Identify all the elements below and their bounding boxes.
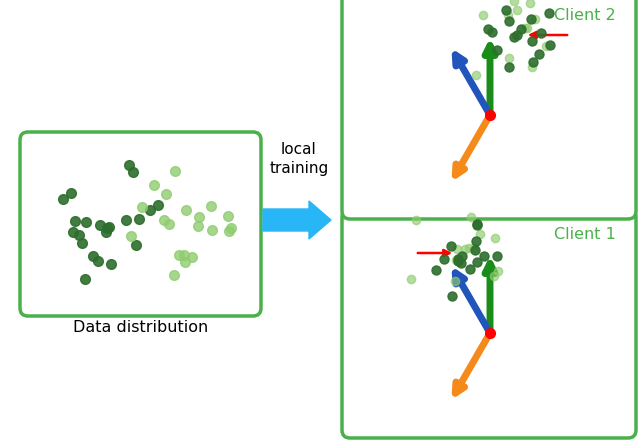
- FancyBboxPatch shape: [342, 209, 636, 438]
- Text: Data distribution: Data distribution: [73, 320, 208, 335]
- FancyArrow shape: [263, 201, 331, 239]
- Text: Client 2: Client 2: [554, 8, 616, 23]
- FancyBboxPatch shape: [342, 0, 636, 219]
- Text: Client 1: Client 1: [554, 227, 616, 242]
- Text: local
training: local training: [269, 142, 328, 176]
- FancyBboxPatch shape: [20, 132, 261, 316]
